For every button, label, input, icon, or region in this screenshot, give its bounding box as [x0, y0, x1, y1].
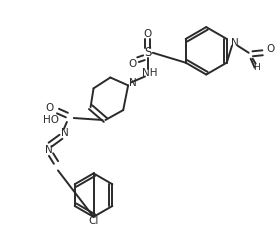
Text: NH: NH: [142, 68, 158, 77]
Text: N: N: [231, 38, 239, 48]
Text: Cl: Cl: [88, 216, 99, 226]
Text: N: N: [61, 128, 69, 138]
Text: S: S: [144, 46, 151, 59]
Text: O: O: [144, 29, 152, 39]
Text: N: N: [45, 145, 53, 155]
Text: O: O: [45, 103, 53, 113]
Text: O: O: [128, 59, 136, 69]
Text: HO: HO: [43, 115, 59, 125]
Text: H: H: [253, 63, 260, 72]
Text: N: N: [129, 78, 137, 88]
Text: O: O: [267, 44, 275, 54]
